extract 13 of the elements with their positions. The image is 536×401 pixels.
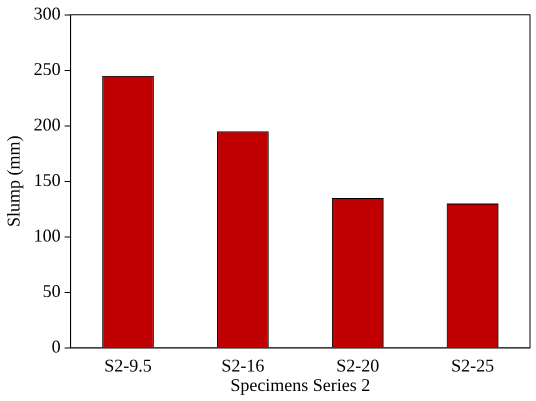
- x-axis-title: Specimens Series 2: [230, 374, 370, 395]
- y-tick-label: 0: [52, 336, 61, 357]
- y-tick-label: 100: [34, 226, 61, 246]
- y-tick-label: 50: [42, 281, 61, 302]
- y-tick-label: 150: [34, 170, 61, 190]
- y-axis-title: Slump (mm): [4, 136, 24, 228]
- x-tick-label: S2-25: [451, 355, 494, 376]
- y-tick-label: 300: [34, 4, 61, 24]
- y-tick-label: 200: [34, 114, 61, 135]
- x-tick-label: S2-20: [336, 355, 380, 376]
- x-tick-label: S2-9.5: [104, 355, 152, 376]
- x-tick-label: S2-16: [221, 355, 264, 376]
- y-tick-label: 250: [34, 59, 61, 80]
